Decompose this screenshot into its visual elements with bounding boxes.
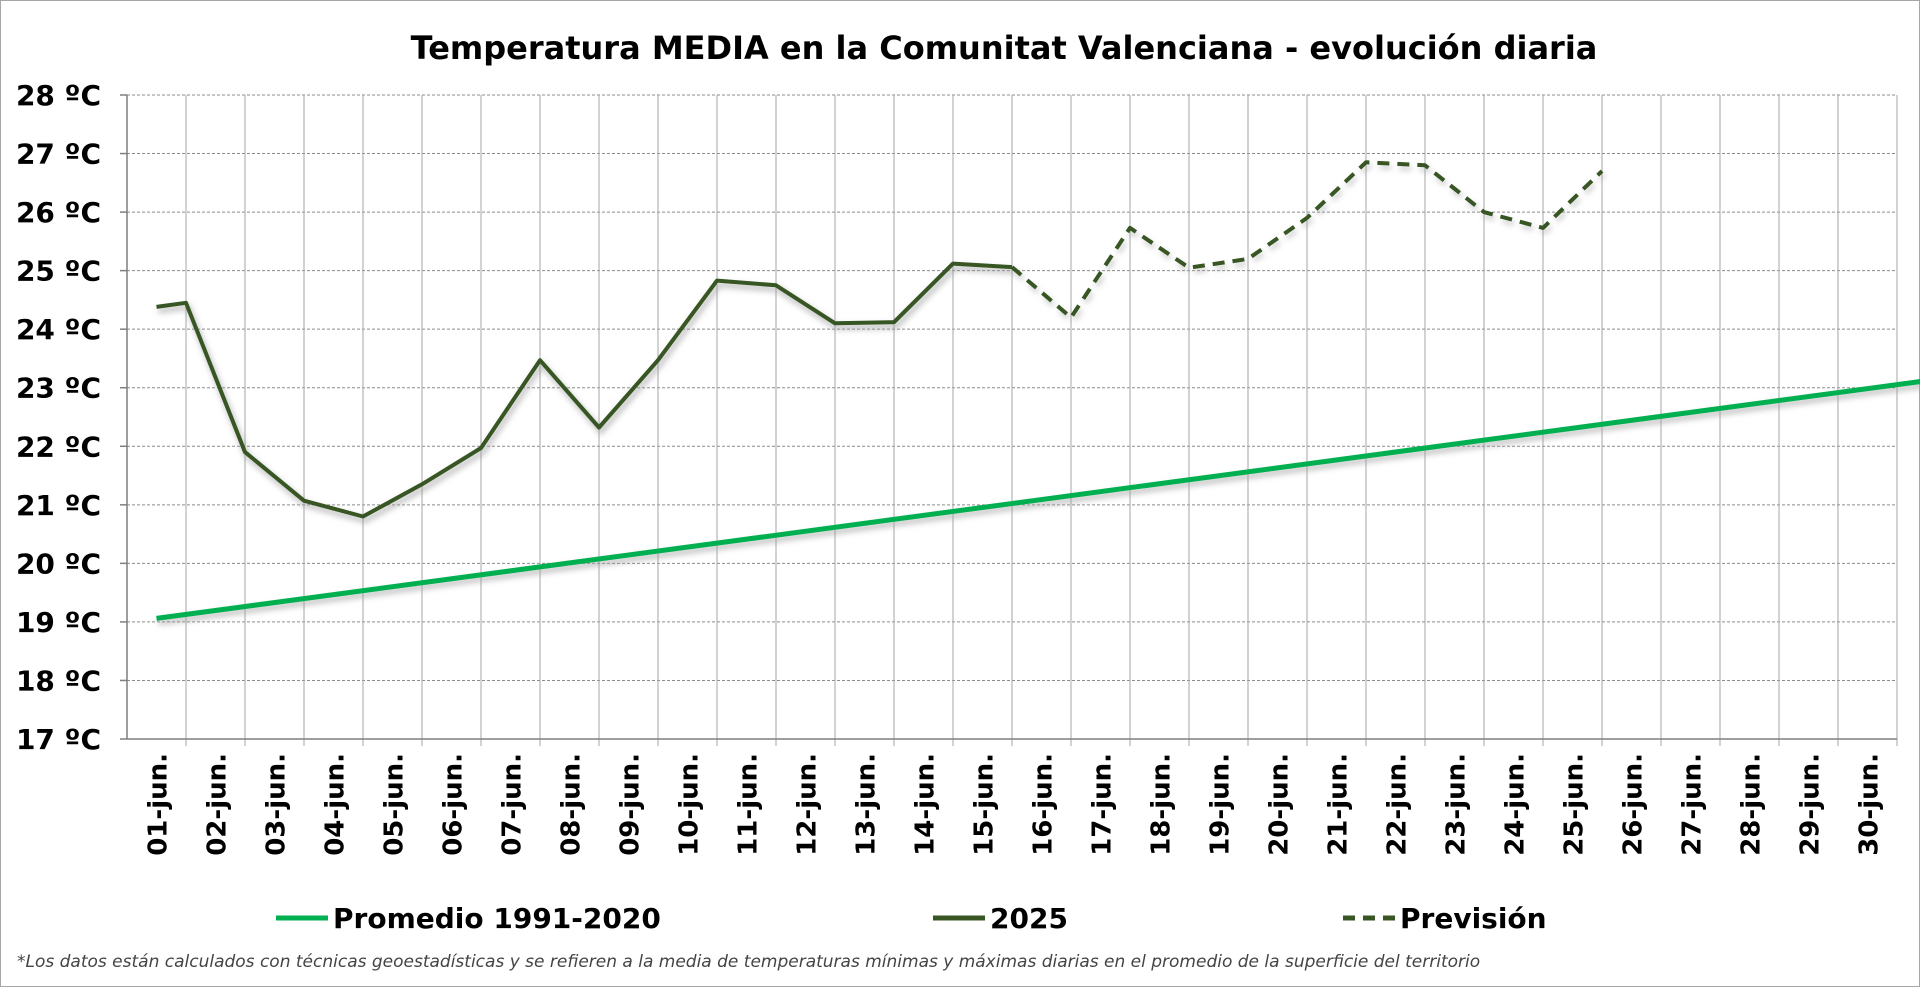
y-tick-label: 17 ºC (16, 723, 101, 756)
y-axis-ticks: 17 ºC 18 ºC 19 ºC 20 ºC 21 ºC 22 ºC 23 ºC 24 ºC… (16, 79, 101, 756)
x-tick-label: 19-jun. (1206, 753, 1236, 856)
x-tick-label: 18-jun. (1147, 753, 1177, 856)
x-tick-label: 27-jun. (1678, 753, 1708, 856)
chart-title: Temperatura MEDIA en la Comunitat Valenc… (411, 29, 1598, 67)
x-tick-label: 01-jun. (144, 753, 174, 856)
legend: Promedio 1991-2020 2025 Previsión (276, 902, 1547, 935)
series-shadow-2025 (159, 268, 1015, 521)
y-tick-label: 22 ºC (16, 430, 101, 463)
x-tick-label: 16-jun. (1029, 753, 1059, 856)
x-tick-label: 20-jun. (1265, 753, 1295, 856)
x-tick-label: 10-jun. (675, 753, 705, 856)
x-tick-label: 13-jun. (852, 753, 882, 856)
x-tick-label: 15-jun. (970, 753, 1000, 856)
y-tick-label: 20 ºC (16, 547, 101, 580)
series-line-2025 (157, 264, 1013, 517)
x-tick-label: 23-jun. (1442, 753, 1472, 856)
x-tick-label: 28-jun. (1737, 753, 1767, 856)
y-tick-label: 24 ºC (16, 313, 101, 346)
x-tick-label: 03-jun. (262, 753, 292, 856)
y-tick-label: 26 ºC (16, 196, 101, 229)
x-tick-label: 25-jun. (1560, 753, 1590, 856)
x-tick-label: 02-jun. (203, 753, 233, 856)
x-tick-label: 24-jun. (1501, 753, 1531, 856)
legend-label: Promedio 1991-2020 (333, 902, 661, 935)
footnote: *Los datos están calculados con técnicas… (17, 952, 1480, 972)
x-tick-label: 22-jun. (1383, 753, 1413, 856)
y-tick-label: 21 ºC (16, 489, 101, 522)
x-axis-ticks: 01-jun. 02-jun. 03-jun. 04-jun. 05-jun. 06-ju… (144, 753, 1885, 856)
x-tick-label: 21-jun. (1324, 753, 1354, 856)
series-shadow-promedio-1991-2020 (159, 385, 1920, 623)
y-tick-label: 25 ºC (16, 255, 101, 288)
y-tick-label: 27 ºC (16, 138, 101, 171)
x-tick-label: 08-jun. (557, 753, 587, 856)
x-tick-label: 14-jun. (911, 753, 941, 856)
x-tick-label: 07-jun. (498, 753, 528, 856)
y-tick-label: 23 ºC (16, 372, 101, 405)
y-tick-label: 19 ºC (16, 606, 101, 639)
legend-label: Previsión (1400, 902, 1547, 935)
series-shadow-previsi-n (1014, 166, 1604, 321)
x-tick-label: 05-jun. (380, 753, 410, 856)
legend-label: 2025 (990, 902, 1068, 935)
x-tick-label: 29-jun. (1796, 753, 1826, 856)
series-lines (157, 162, 1920, 622)
y-tick-label: 28 ºC (16, 79, 101, 112)
series-line-promedio-1991-2020 (157, 381, 1920, 619)
x-tick-label: 12-jun. (793, 753, 823, 856)
x-tick-label: 06-jun. (439, 753, 469, 856)
x-tick-label: 17-jun. (1088, 753, 1118, 856)
x-tick-label: 30-jun. (1855, 753, 1885, 856)
x-tick-label: 04-jun. (321, 753, 351, 856)
x-tick-label: 09-jun. (616, 753, 646, 856)
x-tick-label: 26-jun. (1619, 753, 1649, 856)
y-tick-label: 18 ºC (16, 664, 101, 697)
x-tick-label: 11-jun. (734, 753, 764, 856)
